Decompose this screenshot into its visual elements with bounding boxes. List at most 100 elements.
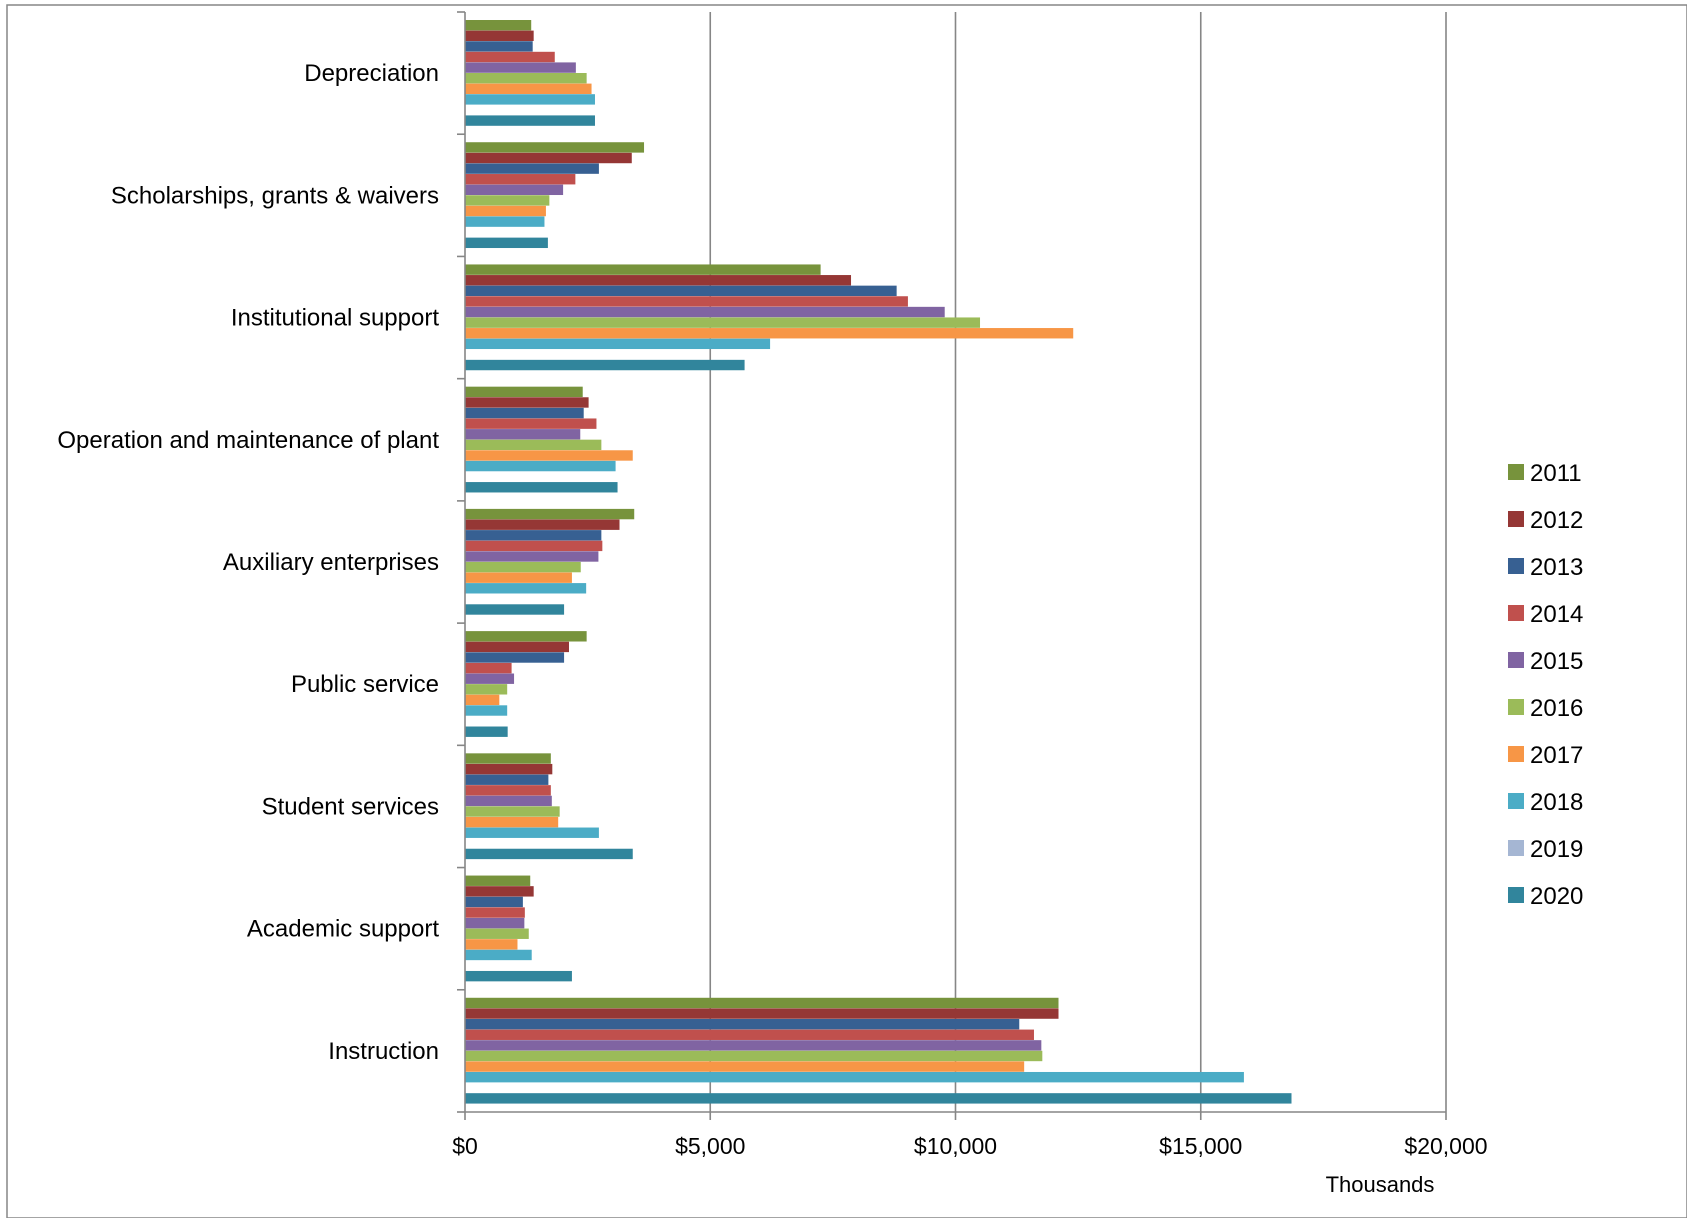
bar (465, 1093, 1292, 1104)
bar (465, 795, 552, 807)
legend: 2011 2012 2013 2014 2015 2016 2017 2018 2019 2020 (1508, 460, 1583, 910)
bar (465, 551, 599, 562)
x-tick-label: $5,000 (675, 1133, 745, 1159)
bar (465, 827, 599, 838)
bar (465, 407, 584, 419)
bar (465, 604, 565, 615)
bar (465, 94, 595, 105)
labels: Depreciation Scholarships, grants & waive… (57, 60, 1487, 1197)
bar (465, 73, 587, 84)
legend-entry: 2017 (1530, 742, 1583, 769)
bar (465, 875, 531, 886)
legend-entry: 2018 (1530, 789, 1583, 816)
category-label: Student services (262, 793, 439, 820)
legend-entry: 2020 (1530, 883, 1583, 910)
bar (465, 540, 603, 552)
bar (465, 317, 981, 328)
legend-entry: 2019 (1530, 836, 1583, 863)
bar (465, 848, 633, 860)
bar (465, 886, 534, 897)
legend-entry: 2014 (1530, 601, 1583, 628)
bar (465, 163, 599, 174)
category-label: Scholarships, grants & waivers (111, 182, 439, 209)
legend-entry: 2011 (1530, 460, 1582, 487)
bar (465, 673, 515, 684)
bar (465, 774, 549, 785)
bar (465, 216, 545, 227)
bar (465, 174, 576, 185)
bar (465, 418, 597, 429)
bar (465, 205, 546, 217)
bar (465, 328, 1074, 339)
bar (465, 939, 518, 950)
legend-swatch (1508, 746, 1524, 762)
bar (465, 275, 852, 286)
bar (465, 561, 581, 573)
bar (465, 726, 508, 737)
bar (465, 684, 508, 695)
gridlines (709, 12, 1447, 1112)
bar (465, 631, 587, 642)
bar (465, 142, 645, 153)
bar (465, 694, 500, 706)
bar (465, 917, 525, 929)
bar (465, 30, 534, 41)
bar (465, 530, 602, 541)
category-label: Institutional support (231, 305, 439, 332)
legend-entry: 2015 (1530, 648, 1583, 675)
bar (465, 152, 632, 164)
bar (465, 264, 821, 275)
bar (465, 285, 897, 297)
bar (465, 785, 551, 796)
bar (465, 62, 576, 73)
legend-swatch (1508, 793, 1524, 809)
bar (465, 1040, 1042, 1051)
bar (465, 1071, 1244, 1083)
bar (465, 970, 572, 982)
category-label: Instruction (328, 1038, 439, 1065)
bar (465, 652, 565, 663)
bar (465, 20, 532, 31)
x-tick-label: $10,000 (914, 1133, 997, 1159)
bar (465, 997, 1059, 1009)
legend-swatch (1508, 464, 1524, 480)
x-tick-label: $15,000 (1159, 1133, 1242, 1159)
bar (465, 184, 564, 196)
bar (465, 51, 555, 63)
legend-swatch (1508, 699, 1524, 715)
bar (465, 460, 616, 472)
x-axis-unit-label: Thousands (1326, 1172, 1435, 1197)
bar (465, 41, 533, 52)
bar (465, 429, 581, 440)
category-label: Depreciation (304, 60, 439, 87)
legend-swatch (1508, 652, 1524, 668)
bar (465, 1018, 1020, 1030)
bar (465, 816, 559, 828)
bar (465, 662, 512, 674)
bar (465, 583, 587, 594)
bar (465, 359, 745, 371)
legend-entry: 2013 (1530, 554, 1583, 581)
bar (465, 806, 560, 817)
bar (465, 482, 618, 493)
bar (465, 763, 553, 775)
legend-swatch (1508, 605, 1524, 621)
legend-entry: 2012 (1530, 507, 1583, 534)
bar (465, 1029, 1034, 1040)
bar (465, 641, 569, 653)
legend-swatch (1508, 840, 1524, 856)
bar (465, 1061, 1025, 1072)
axes (457, 11, 1447, 1120)
bar (465, 83, 592, 94)
category-label: Auxiliary enterprises (223, 549, 439, 576)
bar (465, 296, 908, 307)
legend-swatch (1508, 558, 1524, 574)
bar (465, 386, 583, 398)
bar (465, 519, 620, 530)
bars (465, 20, 1292, 1104)
bar (465, 450, 633, 461)
bar (465, 439, 602, 451)
bar (465, 306, 945, 318)
